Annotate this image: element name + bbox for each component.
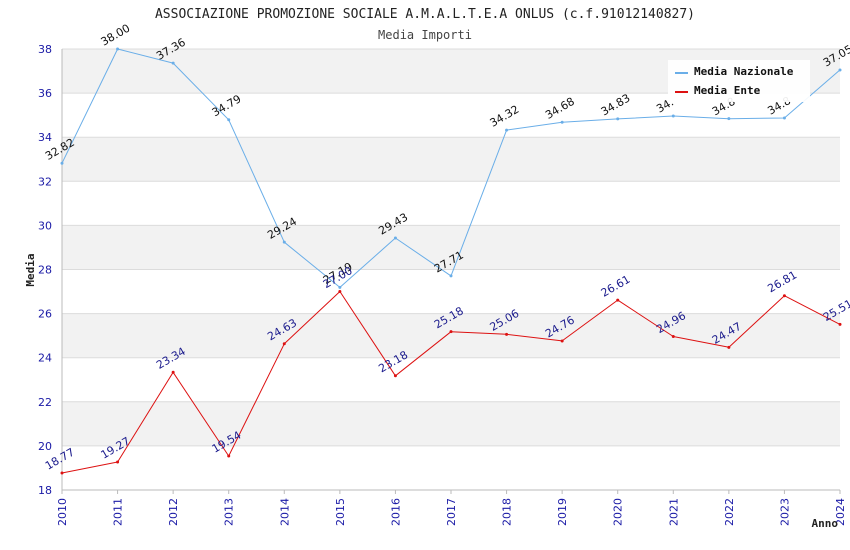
data-point <box>227 118 231 122</box>
data-point <box>505 128 509 132</box>
x-tick-label: 2024 <box>834 498 847 526</box>
x-tick-label: 2013 <box>223 498 236 526</box>
data-point <box>782 294 786 298</box>
grid-band <box>62 313 840 358</box>
data-label: 34.83 <box>599 91 633 118</box>
data-point <box>338 290 342 294</box>
plot-background-bands <box>62 49 840 446</box>
data-point <box>227 454 231 458</box>
data-point <box>393 374 397 378</box>
data-point <box>671 114 675 118</box>
x-tick-label: 2010 <box>56 498 69 526</box>
y-tick-label: 30 <box>38 219 52 232</box>
data-point <box>60 471 64 475</box>
x-tick-label: 2019 <box>556 498 569 526</box>
data-label: 34.79 <box>210 92 244 119</box>
gridlines <box>62 48 840 491</box>
x-tick-label: 2011 <box>112 498 125 526</box>
data-point <box>171 61 175 65</box>
data-point <box>838 68 842 72</box>
data-point <box>838 322 842 326</box>
data-point <box>560 339 564 343</box>
data-point <box>671 335 675 339</box>
legend-label-media-nazionale: Media Nazionale <box>694 65 794 78</box>
y-tick-label: 38 <box>38 43 52 56</box>
x-axis-ticks: 2010 2011 2012 2013 2014 2015 2016 2017 2018 2019… <box>56 490 847 526</box>
legend: Media Nazionale Media Ente <box>668 60 810 102</box>
y-tick-label: 24 <box>38 352 52 365</box>
grid-band <box>62 225 840 270</box>
y-tick-label: 26 <box>38 308 52 321</box>
data-point <box>727 345 731 349</box>
x-tick-label: 2022 <box>723 498 736 526</box>
x-tick-label: 2020 <box>612 498 625 526</box>
data-label: 26.81 <box>765 268 799 295</box>
y-axis-title: Media <box>24 253 37 286</box>
data-point <box>449 330 453 334</box>
x-tick-label: 2021 <box>667 498 680 526</box>
x-tick-label: 2017 <box>445 498 458 526</box>
chart-subtitle: Media Importi <box>378 28 472 42</box>
x-axis-title: Anno <box>812 517 839 530</box>
x-tick-label: 2016 <box>389 498 402 526</box>
chart-title: ASSOCIAZIONE PROMOZIONE SOCIALE A.M.A.L.… <box>155 7 695 22</box>
y-tick-label: 20 <box>38 440 52 453</box>
x-tick-label: 2018 <box>501 498 514 526</box>
x-tick-label: 2014 <box>278 498 291 526</box>
x-tick-label: 2023 <box>778 498 791 526</box>
data-point <box>60 161 64 165</box>
y-tick-label: 34 <box>38 131 52 144</box>
data-point <box>116 460 120 464</box>
data-point <box>393 236 397 240</box>
grid-band <box>62 401 840 446</box>
data-point <box>505 332 509 336</box>
data-point <box>116 47 120 51</box>
y-tick-label: 36 <box>38 87 52 100</box>
grid-band <box>62 137 840 182</box>
series-lines <box>60 47 842 475</box>
data-label: 34.68 <box>543 95 577 122</box>
data-point <box>338 285 342 289</box>
data-point <box>782 116 786 120</box>
data-label: 34.32 <box>488 103 522 130</box>
data-point <box>282 240 286 244</box>
y-axis-ticks: 18 20 22 24 26 28 30 32 34 36 38 <box>38 43 52 497</box>
x-tick-label: 2015 <box>334 498 347 526</box>
data-label: 26.61 <box>599 273 633 300</box>
x-tick-label: 2012 <box>167 498 180 526</box>
legend-box <box>668 60 810 102</box>
data-point <box>282 342 286 346</box>
data-point <box>171 370 175 374</box>
y-tick-label: 32 <box>38 175 52 188</box>
y-tick-label: 22 <box>38 396 52 409</box>
data-point <box>560 120 564 124</box>
data-point <box>616 117 620 121</box>
data-point <box>616 298 620 302</box>
legend-label-media-ente: Media Ente <box>694 84 761 97</box>
data-label: 38.00 <box>99 22 133 49</box>
data-point <box>727 117 731 121</box>
data-point <box>449 274 453 278</box>
y-tick-label: 18 <box>38 484 52 497</box>
y-tick-label: 28 <box>38 264 52 277</box>
